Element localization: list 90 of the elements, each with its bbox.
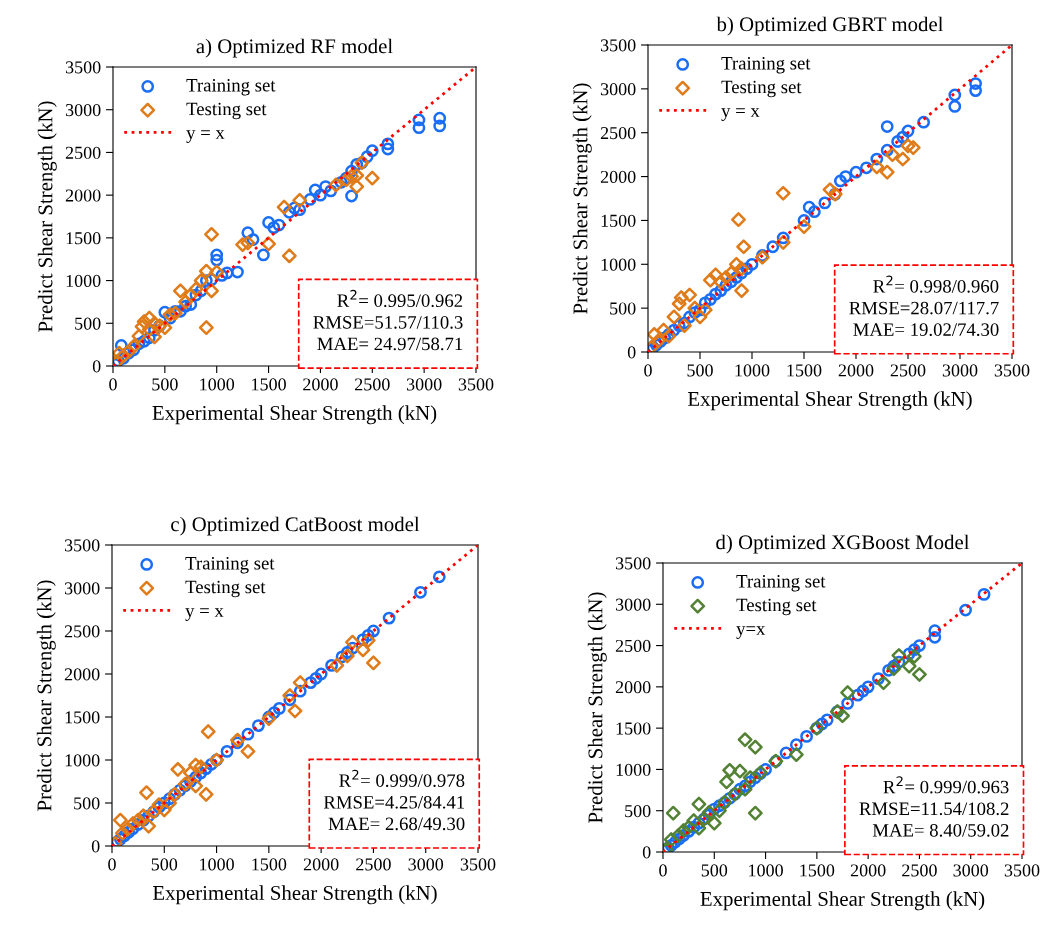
x-tick-label: 0 bbox=[659, 864, 667, 877]
chart-title: a) Optimized RF model bbox=[196, 38, 393, 58]
y-tick-label: 1000 bbox=[65, 754, 100, 767]
legend-label: Testing set bbox=[736, 598, 817, 616]
legend-label: Training set bbox=[185, 556, 275, 574]
y-tick-label: 1000 bbox=[616, 763, 651, 776]
legend-label: y = x bbox=[186, 130, 225, 143]
y-tick-label: 3000 bbox=[600, 83, 636, 96]
x-tick-label: 500 bbox=[701, 864, 728, 877]
x-tick-label: 2000 bbox=[303, 378, 338, 391]
x-tick-label: 3000 bbox=[406, 378, 442, 391]
y-tick-label: 2500 bbox=[600, 126, 636, 140]
y-tick-label: 2000 bbox=[615, 681, 651, 694]
x-tick-label: 500 bbox=[151, 858, 178, 871]
y-axis-title: Predict Shear Strength (kN) bbox=[37, 101, 57, 332]
x-tick-label: 2000 bbox=[303, 858, 339, 871]
y-tick-label: 2000 bbox=[65, 189, 101, 202]
y-tick-label: 0 bbox=[91, 840, 100, 853]
y-axis-title: Predict Shear Strength (kN) bbox=[36, 580, 56, 811]
x-tick-label: 3500 bbox=[1004, 864, 1040, 877]
x-tick-label: 500 bbox=[152, 378, 178, 391]
x-tick-label: 1000 bbox=[200, 378, 235, 391]
annotation: R$^{2}$= 0.998/0.960 RMSE=28.07/117.7 MAE= 19.02/74.30 bbox=[849, 275, 999, 336]
legend-label: Testing set bbox=[185, 580, 266, 598]
x-tick-label: 2500 bbox=[902, 864, 937, 877]
y-tick-label: 2500 bbox=[615, 639, 651, 653]
x-tick-label: 3500 bbox=[994, 364, 1030, 377]
y-tick-label: 1000 bbox=[601, 258, 636, 271]
x-tick-label: 2000 bbox=[838, 364, 874, 377]
x-axis-title: Experimental Shear Strength (kN) bbox=[152, 885, 437, 905]
x-axis-title: Experimental Shear Strength (kN) bbox=[687, 391, 972, 411]
x-tick-label: 0 bbox=[109, 378, 117, 391]
y-tick-label: 1500 bbox=[601, 214, 636, 227]
chart-title: b) Optimized GBRT model bbox=[716, 16, 944, 36]
legend-label: y = x bbox=[185, 608, 224, 621]
x-tick-label: 2500 bbox=[355, 378, 390, 391]
legend-label: Training set bbox=[736, 574, 826, 592]
x-tick-label: 2500 bbox=[356, 858, 391, 871]
x-tick-label: 3000 bbox=[953, 864, 989, 877]
y-axis-title: Predict Shear Strength (kN) bbox=[572, 83, 592, 314]
y-axis-title: Predict Shear Strength (kN) bbox=[587, 592, 607, 823]
chart-title: d) Optimized XGBoost Model bbox=[716, 534, 970, 554]
x-tick-label: 1500 bbox=[787, 364, 822, 377]
y-tick-label: 500 bbox=[625, 804, 651, 818]
y-tick-label: 0 bbox=[642, 846, 651, 859]
y-tick-label: 500 bbox=[74, 797, 100, 810]
x-tick-label: 3500 bbox=[460, 858, 496, 871]
legend-label: Training set bbox=[186, 78, 276, 96]
y-tick-label: 3500 bbox=[615, 557, 651, 570]
x-tick-label: 1000 bbox=[200, 858, 234, 871]
x-tick-label: 3000 bbox=[408, 858, 444, 871]
x-tick-label: 500 bbox=[687, 364, 713, 377]
y-tick-label: 3500 bbox=[64, 539, 100, 552]
legend-label: Testing set bbox=[186, 102, 267, 120]
annotation: R$^{2}$= 0.999/0.963 RMSE=11.54/108.2 MAE= 8.40/59.02 bbox=[859, 776, 1009, 837]
chart-title: c) Optimized CatBoost model bbox=[171, 516, 420, 536]
annotation: R$^{2}$= 0.999/0.978 RMSE=4.25/84.41 MAE= 2.68/49.30 bbox=[323, 769, 465, 831]
y-tick-label: 500 bbox=[610, 302, 636, 315]
x-tick-label: 2000 bbox=[850, 864, 886, 877]
x-tick-label: 1500 bbox=[252, 858, 287, 871]
annotation: R$^{2}$= 0.995/0.962 RMSE=51.57/110.3 MAE= 24.97/58.71 bbox=[313, 289, 463, 351]
x-axis-title: Experimental Shear Strength (kN) bbox=[152, 405, 437, 425]
y-tick-label: 1500 bbox=[616, 722, 651, 735]
x-tick-label: 1000 bbox=[735, 364, 770, 377]
x-tick-label: 1500 bbox=[800, 864, 835, 877]
y-tick-label: 3500 bbox=[600, 39, 636, 52]
legend-label: y=x bbox=[736, 626, 766, 639]
y-tick-label: 1500 bbox=[65, 711, 100, 724]
x-tick-label: 3000 bbox=[942, 364, 978, 377]
y-tick-label: 3000 bbox=[65, 103, 101, 117]
y-tick-label: 1000 bbox=[66, 274, 101, 288]
y-tick-label: 3000 bbox=[64, 582, 100, 595]
x-tick-label: 2500 bbox=[890, 364, 926, 377]
y-tick-label: 1500 bbox=[66, 232, 101, 245]
x-tick-label: 0 bbox=[108, 858, 116, 871]
legend-label: y = x bbox=[721, 108, 760, 121]
legend-label: Testing set bbox=[721, 80, 802, 98]
x-axis-title: Experimental Shear Strength (kN) bbox=[700, 891, 985, 911]
y-tick-label: 500 bbox=[75, 317, 101, 330]
y-tick-label: 3000 bbox=[615, 598, 651, 611]
y-tick-label: 3500 bbox=[65, 61, 101, 74]
y-tick-label: 2000 bbox=[600, 170, 636, 184]
legend-label: Training set bbox=[721, 56, 811, 74]
x-tick-label: 1500 bbox=[252, 378, 286, 391]
y-tick-label: 0 bbox=[627, 346, 636, 359]
x-tick-label: 3500 bbox=[458, 378, 494, 391]
y-tick-label: 2500 bbox=[64, 625, 100, 638]
x-tick-label: 1000 bbox=[749, 864, 783, 877]
y-tick-label: 2500 bbox=[65, 146, 101, 159]
y-tick-label: 2000 bbox=[64, 668, 100, 681]
